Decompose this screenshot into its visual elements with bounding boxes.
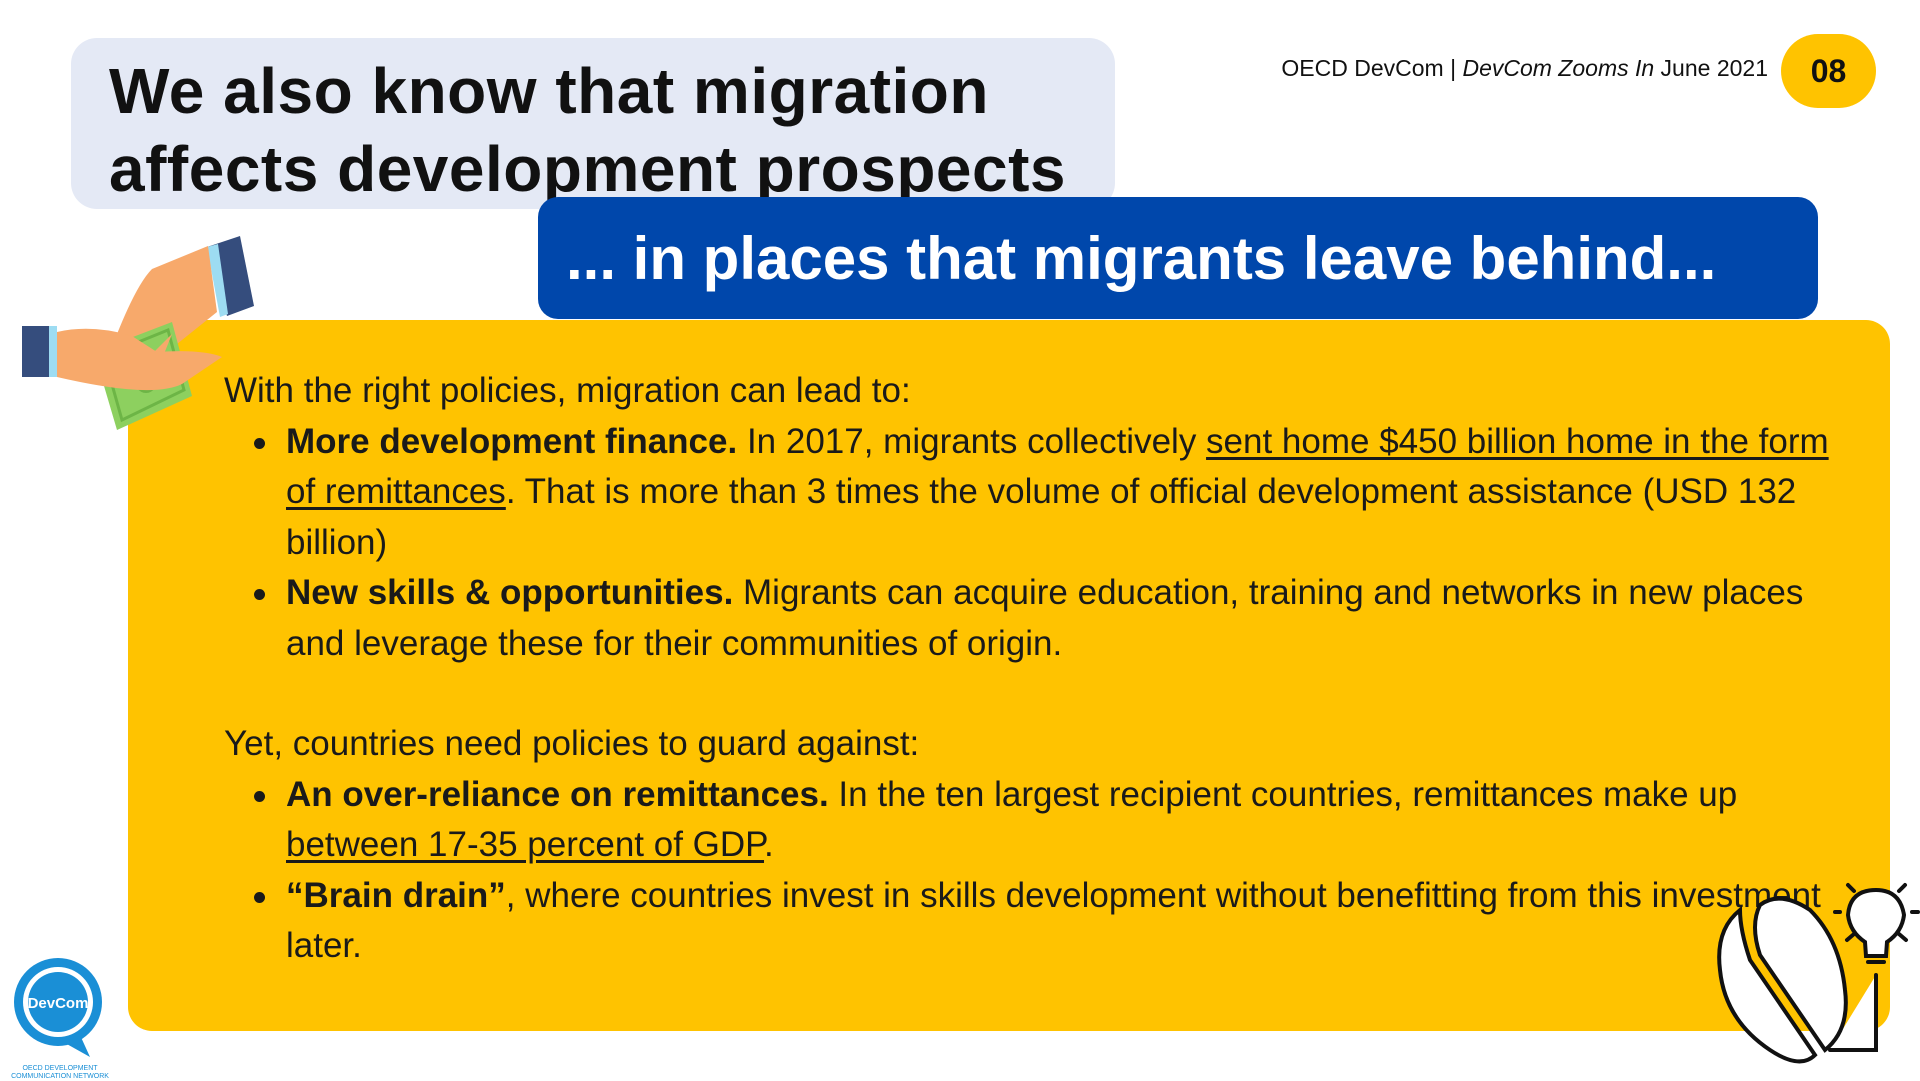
intro-positive: With the right policies, migration can l… — [224, 371, 911, 410]
content-panel — [128, 320, 1890, 1031]
logo-caption: OECD DEVELOPMENT COMMUNICATION NETWORK — [11, 1065, 109, 1080]
devcom-logo: DevCom OECD DEVELOPMENT COMMUNICATION NET… — [10, 955, 110, 1080]
bullet-text: In the ten largest recipient countries, … — [828, 774, 1738, 814]
title-box: We also know that migration affects deve… — [71, 38, 1115, 209]
subtitle: ... in places that migrants leave behind… — [566, 224, 1717, 292]
bullet-text: In 2017, migrants collectively — [737, 421, 1207, 461]
header-series: DevCom Zooms In — [1462, 55, 1655, 81]
bullet-heading: “Brain drain” — [286, 875, 506, 915]
remittances-link[interactable]: sent home $450 billion home in the form … — [286, 421, 1829, 512]
svg-text:DevCom: DevCom — [28, 995, 89, 1012]
title-line-1: We also know that migration — [109, 55, 989, 127]
title-line-2: affects development prospects — [109, 133, 1066, 205]
header-date: June 2021 — [1654, 55, 1768, 81]
intro-risks: Yet, countries need policies to guard ag… — [224, 724, 920, 763]
bullet-finance: More development finance. In 2017, migra… — [254, 417, 1844, 569]
bullet-heading: An over-reliance on remittances. — [286, 774, 829, 814]
subtitle-banner: ... in places that migrants leave behind… — [538, 197, 1818, 319]
page-number-badge: 08 — [1781, 34, 1876, 108]
bullet-skills: New skills & opportunities. Migrants can… — [254, 568, 1844, 669]
bullet-text: . — [764, 825, 774, 864]
bullet-brain-drain: “Brain drain”, where countries invest in… — [254, 871, 1844, 972]
header-org: OECD DevCom | — [1281, 55, 1463, 81]
brain-lightbulb-icon — [1717, 883, 1920, 1064]
hands-money-icon — [22, 236, 254, 430]
bullet-heading: More development finance. — [286, 421, 738, 461]
bullet-heading: New skills & opportunities. — [286, 573, 734, 612]
bullet-text: Migrants can acquire education, training… — [286, 573, 1804, 663]
bullet-text: , where countries invest in skills devel… — [286, 875, 1821, 966]
bullet-text: . That is more than 3 times the volume o… — [286, 472, 1797, 562]
header-source: OECD DevCom | DevCom Zooms In June 2021 — [1240, 55, 1768, 82]
body-text: With the right policies, migration can l… — [224, 366, 1844, 972]
bullet-overreliance: An over-reliance on remittances. In the … — [254, 770, 1844, 871]
gdp-link[interactable]: between 17-35 percent of GDP — [286, 825, 765, 864]
